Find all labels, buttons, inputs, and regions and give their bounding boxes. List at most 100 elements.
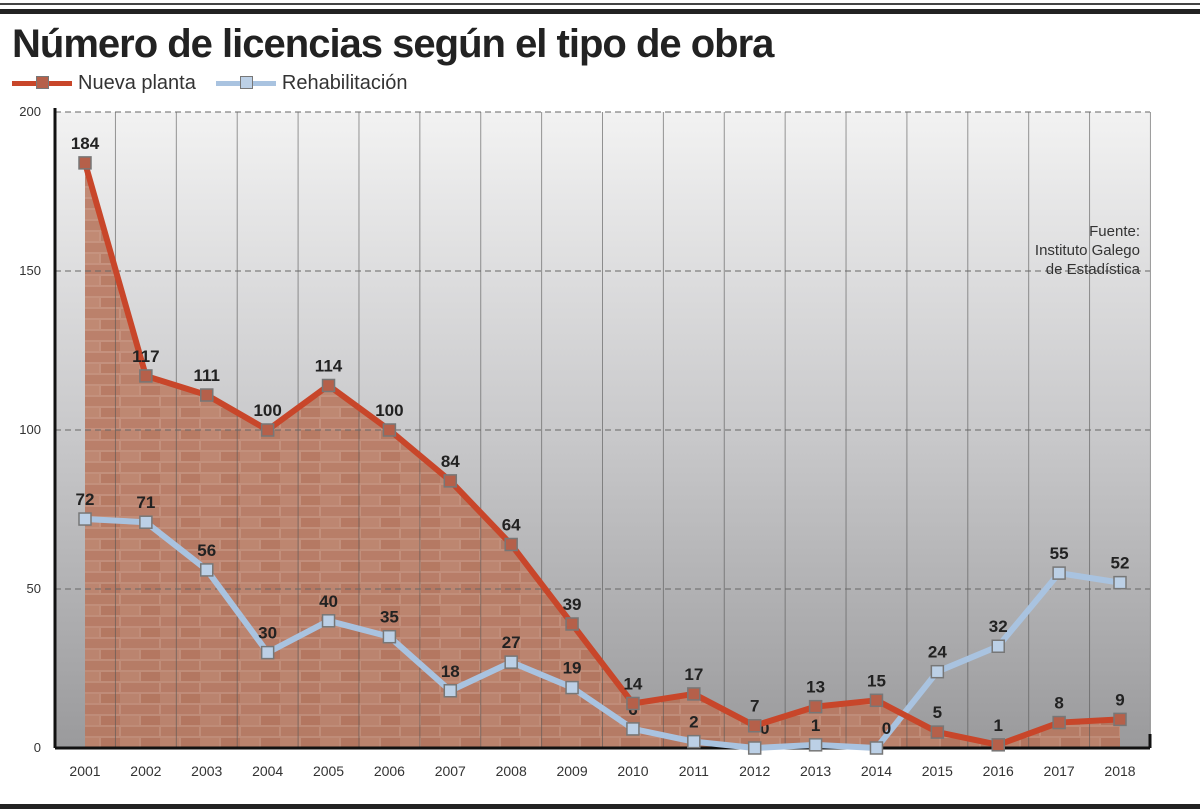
legend-swatch-nueva-planta [12, 76, 72, 89]
x-tick-label: 2006 [374, 763, 405, 779]
legend-item-rehabilitacion: Rehabilitación [215, 72, 408, 95]
data-label: 71 [136, 493, 155, 512]
x-tick-label: 2012 [739, 763, 770, 779]
data-label: 17 [684, 665, 703, 684]
top-rule-thick [0, 9, 1200, 14]
data-label: 32 [989, 617, 1008, 636]
data-label: 18 [441, 662, 460, 681]
data-point-nueva-planta [565, 617, 579, 631]
data-point-rehabilitacion [260, 645, 275, 660]
x-tick-label: 2001 [69, 763, 100, 779]
data-point-rehabilitacion [443, 684, 458, 698]
series-line-nueva-planta [82, 162, 1121, 748]
data-point-rehabilitacion [200, 563, 214, 577]
data-point-rehabilitacion [687, 734, 701, 749]
data-label: 7 [750, 697, 759, 716]
data-label: 15 [867, 671, 886, 690]
data-point-rehabilitacion [139, 515, 153, 529]
source-text: Fuente: [1089, 223, 1140, 240]
data-label: 100 [375, 401, 403, 420]
data-point-rehabilitacion [382, 629, 397, 644]
data-label: 1 [994, 716, 1003, 735]
top-rule [0, 3, 1200, 5]
data-label: 13 [806, 678, 825, 697]
x-tick-label: 2004 [252, 763, 283, 779]
data-point-rehabilitacion [1052, 566, 1066, 580]
data-point-nueva-planta [808, 699, 823, 714]
data-point-nueva-planta [747, 718, 762, 733]
data-point-rehabilitacion [991, 639, 1005, 653]
series-line-rehabilitacion [84, 516, 1121, 751]
y-tick-label: 200 [19, 104, 41, 119]
data-point-rehabilitacion [78, 512, 92, 526]
x-tick-label: 2009 [556, 763, 587, 779]
legend-label: Nueva planta [78, 72, 196, 94]
data-label: 19 [563, 659, 582, 678]
data-point-nueva-planta [139, 369, 153, 383]
legend-label: Rehabilitación [281, 72, 408, 94]
data-point-nueva-planta [78, 156, 92, 170]
y-tick-label: 0 [34, 740, 41, 755]
source-text: Instituto Galego [1035, 242, 1140, 259]
data-label: 30 [258, 624, 277, 643]
data-label: 1 [811, 716, 820, 735]
data-point-nueva-planta [626, 696, 640, 711]
legend-item-nueva-planta: Nueva planta [12, 72, 196, 95]
data-point-nueva-planta [869, 693, 884, 708]
legend-swatch-rehabilitacion [215, 76, 276, 89]
data-point-nueva-planta [321, 378, 336, 393]
data-label: 55 [1050, 544, 1069, 563]
x-tick-label: 2018 [1104, 763, 1135, 779]
data-label: 56 [197, 541, 216, 560]
data-point-nueva-planta [687, 687, 701, 701]
source-text: de Estadística [1046, 261, 1141, 278]
data-label: 35 [380, 608, 399, 627]
x-tick-label: 2016 [983, 763, 1014, 779]
data-label: 14 [623, 674, 642, 693]
x-tick-label: 2010 [617, 763, 648, 779]
data-label: 24 [928, 643, 947, 662]
x-tick-label: 2011 [679, 763, 709, 779]
y-tick-label: 100 [19, 422, 41, 437]
x-tick-label: 2007 [435, 763, 466, 779]
x-tick-label: 2002 [130, 763, 161, 779]
data-label: 64 [502, 515, 521, 534]
data-point-rehabilitacion [565, 680, 579, 695]
data-point-rehabilitacion [504, 655, 518, 669]
legend: Nueva planta Rehabilitación [12, 72, 428, 95]
data-point-nueva-planta [930, 725, 945, 739]
data-label: 0 [760, 719, 769, 738]
data-point-nueva-planta [504, 537, 518, 552]
data-label: 0 [882, 719, 891, 738]
data-point-rehabilitacion [747, 741, 762, 755]
data-point-rehabilitacion [930, 664, 945, 679]
data-point-nueva-planta [991, 738, 1005, 752]
data-label: 117 [132, 347, 159, 366]
data-label: 52 [1111, 554, 1130, 573]
data-point-nueva-planta [260, 423, 275, 437]
data-point-nueva-planta [200, 388, 214, 402]
chart-title: Número de licencias según el tipo de obr… [12, 22, 774, 66]
data-label: 114 [315, 356, 343, 375]
data-point-nueva-planta [1113, 712, 1127, 727]
data-label: 84 [441, 452, 460, 471]
data-label: 39 [563, 595, 582, 614]
x-tick-label: 2014 [861, 763, 892, 779]
brick-area [85, 162, 1120, 748]
data-label: 2 [689, 713, 698, 732]
y-tick-label: 150 [19, 263, 41, 278]
x-tick-label: 2003 [191, 763, 222, 779]
data-label: 184 [71, 134, 100, 153]
x-tick-label: 2008 [496, 763, 527, 779]
data-point-nueva-planta [382, 423, 397, 437]
data-point-nueva-planta [1052, 715, 1066, 730]
data-label: 27 [502, 633, 521, 652]
data-point-rehabilitacion [869, 741, 884, 755]
data-point-rehabilitacion [321, 614, 336, 628]
data-label: 5 [933, 703, 942, 722]
x-tick-label: 2005 [313, 763, 344, 779]
x-tick-label: 2017 [1044, 763, 1075, 779]
data-label: 9 [1115, 690, 1124, 709]
data-point-nueva-planta [443, 474, 458, 488]
